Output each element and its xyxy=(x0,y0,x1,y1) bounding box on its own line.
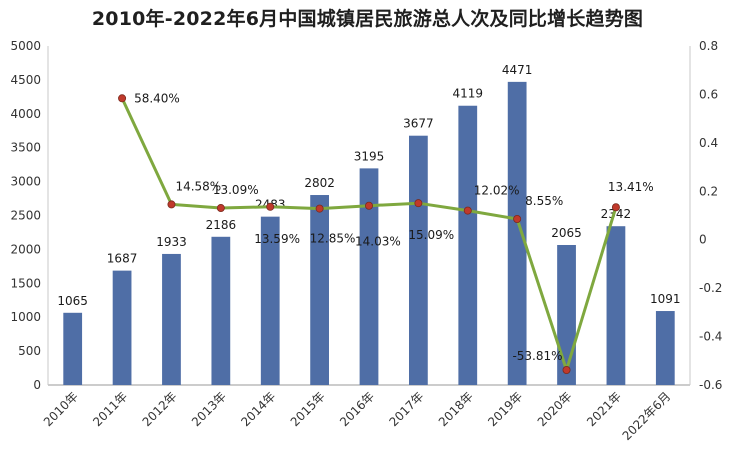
bar xyxy=(655,311,675,385)
x-tick-label: 2022年6月 xyxy=(620,389,674,443)
x-tick-label: 2013年 xyxy=(189,389,229,429)
growth-value-label: 8.55% xyxy=(525,194,563,208)
bar xyxy=(63,312,83,385)
bar-value-label: 3677 xyxy=(403,117,434,131)
right-axis-tick-label: 0.4 xyxy=(699,136,718,150)
growth-value-label: -53.81% xyxy=(512,349,562,363)
bar-value-label: 1933 xyxy=(156,235,187,249)
x-tick-label: 2021年 xyxy=(584,389,624,429)
left-axis-tick-label: 4500 xyxy=(10,73,41,87)
right-axis-tick-label: 0.2 xyxy=(699,184,718,198)
bar-value-label: 2065 xyxy=(551,226,582,240)
growth-value-label: 13.41% xyxy=(608,180,654,194)
growth-value-label: 12.02% xyxy=(474,184,520,198)
left-axis-tick-label: 0 xyxy=(33,378,41,392)
x-tick-label: 2018年 xyxy=(436,389,476,429)
left-axis-tick-label: 1500 xyxy=(10,276,41,290)
left-axis-tick-label: 3000 xyxy=(10,175,41,189)
growth-value-label: 14.03% xyxy=(355,235,401,249)
growth-point xyxy=(118,94,127,103)
growth-value-label: 15.09% xyxy=(408,228,454,242)
left-axis-tick-label: 2000 xyxy=(10,242,41,256)
bar-value-label: 1091 xyxy=(650,292,681,306)
growth-value-label: 14.58% xyxy=(175,179,221,193)
left-axis-tick-label: 2500 xyxy=(10,209,41,223)
x-tick-label: 2019年 xyxy=(485,389,525,429)
x-tick-label: 2010年 xyxy=(41,389,81,429)
growth-point xyxy=(463,206,472,215)
left-axis-tick-label: 4000 xyxy=(10,107,41,121)
growth-point xyxy=(364,201,373,210)
growth-value-label: 13.59% xyxy=(254,232,300,246)
bar xyxy=(211,236,231,385)
bar xyxy=(606,226,626,385)
bar-value-label: 3195 xyxy=(354,149,385,163)
growth-point xyxy=(266,202,275,211)
bar xyxy=(162,253,181,385)
x-tick-label: 2017年 xyxy=(387,389,427,429)
right-axis-tick-label: -0.2 xyxy=(699,281,722,295)
right-axis-tick-label: 0 xyxy=(699,233,707,247)
left-axis-tick-label: 3500 xyxy=(10,141,41,155)
growth-point xyxy=(562,366,571,375)
growth-point xyxy=(167,200,176,209)
x-tick-label: 2016年 xyxy=(337,389,377,429)
growth-point xyxy=(611,203,620,212)
right-axis-tick-label: 0.6 xyxy=(699,87,718,101)
bar-value-label: 2342 xyxy=(601,207,632,221)
x-tick-label: 2014年 xyxy=(238,389,278,429)
growth-value-label: 12.85% xyxy=(310,232,356,246)
bar xyxy=(260,216,280,385)
left-axis-tick-label: 5000 xyxy=(10,39,41,53)
left-axis-tick-label: 1000 xyxy=(10,310,41,324)
right-axis-tick-label: 0.8 xyxy=(699,39,718,53)
x-tick-label: 2015年 xyxy=(288,389,328,429)
x-tick-label: 2020年 xyxy=(535,389,575,429)
bar-value-label: 2186 xyxy=(206,218,237,232)
x-tick-label: 2012年 xyxy=(140,389,180,429)
bar-value-label: 2802 xyxy=(304,176,335,190)
chart-title: 2010年-2022年6月中国城镇居民旅游总人次及同比增长趋势图 xyxy=(91,8,644,30)
bar xyxy=(507,81,527,385)
growth-value-label: 58.40% xyxy=(134,91,180,105)
right-axis-tick-label: -0.4 xyxy=(699,330,722,344)
bar xyxy=(458,105,478,385)
bar-value-label: 4119 xyxy=(452,87,483,101)
growth-point xyxy=(414,199,423,208)
bar xyxy=(359,168,379,385)
bar xyxy=(112,270,132,385)
growth-point xyxy=(315,204,324,213)
growth-point xyxy=(216,204,225,213)
bar-value-label: 4471 xyxy=(502,63,533,77)
growth-point xyxy=(513,215,522,224)
left-axis-tick-label: 500 xyxy=(18,344,41,358)
growth-value-label: 13.09% xyxy=(213,183,259,197)
bar-value-label: 1687 xyxy=(107,252,138,266)
bar-value-label: 1065 xyxy=(57,294,88,308)
x-tick-label: 2011年 xyxy=(90,389,130,429)
bar xyxy=(557,244,576,385)
right-axis-tick-label: -0.6 xyxy=(699,378,722,392)
bar xyxy=(409,135,428,385)
bar xyxy=(310,195,329,385)
